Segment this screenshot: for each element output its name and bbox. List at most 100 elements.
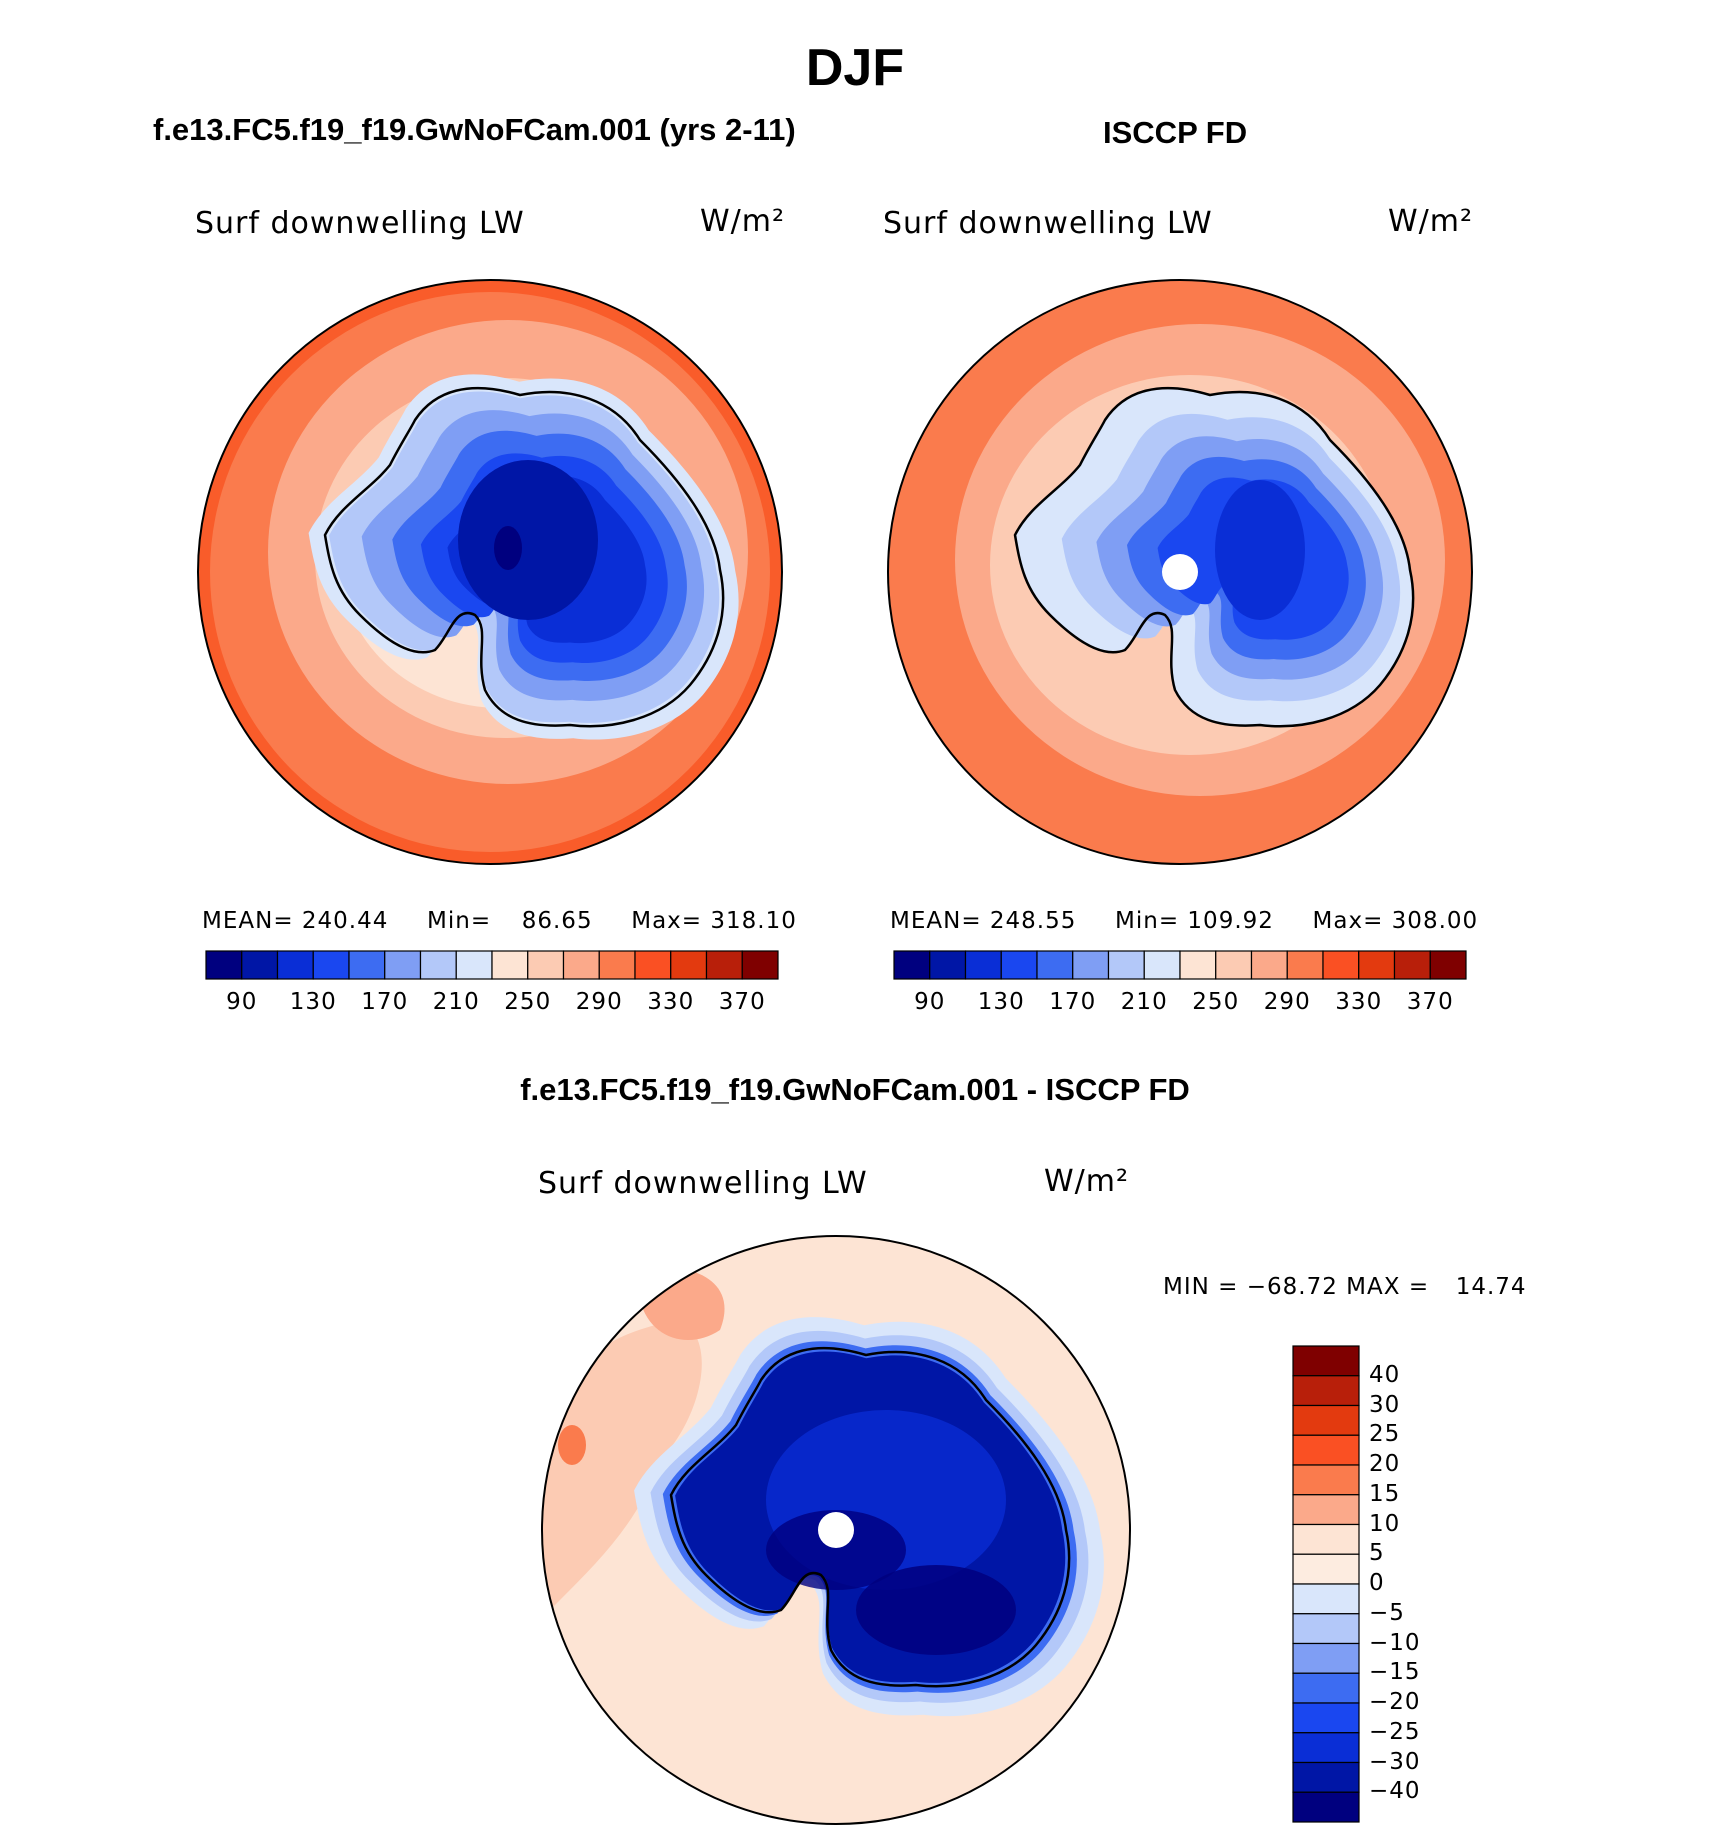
model-map-border bbox=[197, 279, 783, 865]
diff-variable-label: Surf downwelling LW bbox=[538, 1166, 868, 1201]
diff-map-swatch bbox=[1292, 1583, 1360, 1615]
model-map-swatch bbox=[741, 950, 779, 980]
model-map-swatch bbox=[241, 950, 279, 980]
diff-map-tick-label: −25 bbox=[1369, 1718, 1421, 1745]
diff-map-swatch bbox=[1292, 1345, 1360, 1377]
model-map-swatch bbox=[705, 950, 743, 980]
obs-map-swatch bbox=[1215, 950, 1253, 980]
diff-map-swatch bbox=[1292, 1375, 1360, 1407]
diff-map-swatch bbox=[1292, 1464, 1360, 1496]
obs-mean-value: 248.55 bbox=[989, 908, 1077, 934]
diff-max-value: 14.74 bbox=[1455, 1274, 1527, 1300]
diff-map bbox=[542, 1236, 1130, 1824]
obs-map-swatch bbox=[1250, 950, 1288, 980]
diff-map-swatch bbox=[1292, 1494, 1360, 1526]
obs-map-swatch bbox=[1179, 950, 1217, 980]
model-map-tick-label: 90 bbox=[226, 989, 258, 1015]
model-map-tick-label: 130 bbox=[289, 989, 337, 1015]
model-stats: MEAN= 240.44 Min= 86.65 Max= 318.10 bbox=[202, 908, 797, 934]
diff-map-tick-label: 5 bbox=[1369, 1540, 1385, 1567]
model-colorbar bbox=[205, 950, 779, 980]
obs-map-swatch bbox=[893, 950, 931, 980]
diff-map-swatch bbox=[1292, 1791, 1360, 1823]
obs-colorbar bbox=[893, 950, 1467, 980]
model-units-label: W/m² bbox=[700, 204, 786, 239]
diff-map-swatch bbox=[1292, 1404, 1360, 1436]
model-map-swatch bbox=[634, 950, 672, 980]
obs-map-tick-label: 330 bbox=[1335, 989, 1383, 1015]
model-map bbox=[198, 280, 782, 864]
diff-map-swatch bbox=[1292, 1672, 1360, 1704]
diff-max-label: MAX = bbox=[1346, 1274, 1430, 1300]
model-map-swatch bbox=[670, 950, 708, 980]
figure-title: DJF bbox=[805, 39, 905, 97]
obs-map-swatch bbox=[1358, 950, 1396, 980]
obs-map-tick-label: 210 bbox=[1120, 989, 1168, 1015]
obs-map-tick-label: 130 bbox=[977, 989, 1025, 1015]
diff-map-tick-label: −10 bbox=[1369, 1629, 1421, 1656]
obs-map-swatch bbox=[1429, 950, 1467, 980]
obs-map-swatch bbox=[1393, 950, 1431, 980]
obs-max-label: Max= bbox=[1312, 908, 1384, 934]
model-mean-value: 240.44 bbox=[301, 908, 389, 934]
diff-map-swatch bbox=[1292, 1732, 1360, 1764]
obs-map-swatch bbox=[1286, 950, 1324, 980]
diff-map-tick-label: −5 bbox=[1369, 1599, 1405, 1626]
diff-map-tick-label: −15 bbox=[1369, 1659, 1421, 1686]
model-map-swatch bbox=[276, 950, 314, 980]
obs-map bbox=[888, 280, 1472, 864]
model-map-tick-label: 250 bbox=[504, 989, 552, 1015]
model-map-tick-label: 330 bbox=[647, 989, 695, 1015]
diff-map-tick-label: 25 bbox=[1369, 1421, 1401, 1448]
diff-map-tick-label: −30 bbox=[1369, 1748, 1421, 1775]
model-map-tick-label: 170 bbox=[361, 989, 409, 1015]
model-panel-title: f.e13.FC5.f19_f19.GwNoFCam.001 (yrs 2-11… bbox=[153, 112, 796, 147]
obs-mean-label: MEAN= bbox=[890, 908, 982, 934]
model-map-swatch bbox=[527, 950, 565, 980]
model-max-value: 318.10 bbox=[710, 908, 797, 934]
diff-map-swatch bbox=[1292, 1523, 1360, 1555]
diff-map-border bbox=[541, 1235, 1131, 1825]
diff-map-tick-label: 20 bbox=[1369, 1451, 1401, 1477]
obs-variable-label: Surf downwelling LW bbox=[883, 206, 1213, 241]
obs-min-label: Min= bbox=[1115, 908, 1180, 934]
diff-map-tick-label: −40 bbox=[1369, 1778, 1421, 1805]
diff-map-tick-label: 30 bbox=[1369, 1391, 1401, 1418]
diff-map-swatch bbox=[1292, 1434, 1360, 1466]
model-min-value: 86.65 bbox=[521, 908, 593, 934]
diff-units-label: W/m² bbox=[1044, 1164, 1130, 1199]
diff-map-tick-label: −20 bbox=[1369, 1689, 1421, 1715]
diff-colorbar bbox=[1292, 1345, 1360, 1823]
obs-map-swatch bbox=[1072, 950, 1110, 980]
model-map-swatch bbox=[384, 950, 422, 980]
diff-map-swatch bbox=[1292, 1553, 1360, 1585]
diff-stats: MIN = −68.72 MAX = 14.74 bbox=[1163, 1274, 1527, 1300]
model-map-swatch bbox=[205, 950, 243, 980]
obs-map-tick-label: 370 bbox=[1406, 989, 1454, 1015]
diff-panel-title: f.e13.FC5.f19_f19.GwNoFCam.001 - ISCCP F… bbox=[520, 1072, 1190, 1107]
obs-units-label: W/m² bbox=[1388, 204, 1474, 239]
model-map-swatch bbox=[562, 950, 600, 980]
obs-map-swatch bbox=[964, 950, 1002, 980]
diff-map-tick-label: 40 bbox=[1369, 1361, 1401, 1388]
model-max-label: Max= bbox=[631, 908, 703, 934]
diff-map-tick-label: 15 bbox=[1369, 1480, 1401, 1507]
diff-map-tick-label: 10 bbox=[1369, 1510, 1401, 1537]
obs-stats: MEAN= 248.55 Min= 109.92 Max= 308.00 bbox=[890, 908, 1478, 934]
model-map-swatch bbox=[455, 950, 493, 980]
obs-map-swatch bbox=[1000, 950, 1038, 980]
model-map-swatch bbox=[312, 950, 350, 980]
obs-map-tick-label: 250 bbox=[1192, 989, 1240, 1015]
model-map-swatch bbox=[598, 950, 636, 980]
obs-max-value: 308.00 bbox=[1391, 908, 1479, 934]
diff-map-tick-label: 0 bbox=[1369, 1570, 1385, 1596]
model-map-tick-label: 370 bbox=[718, 989, 766, 1015]
obs-map-swatch bbox=[929, 950, 967, 980]
obs-map-border bbox=[887, 279, 1473, 865]
obs-map-tick-label: 90 bbox=[914, 989, 946, 1015]
obs-map-swatch bbox=[1322, 950, 1360, 980]
obs-panel-title: ISCCP FD bbox=[1103, 115, 1248, 150]
diff-min-value: −68.72 bbox=[1246, 1274, 1338, 1300]
diff-map-swatch bbox=[1292, 1702, 1360, 1734]
